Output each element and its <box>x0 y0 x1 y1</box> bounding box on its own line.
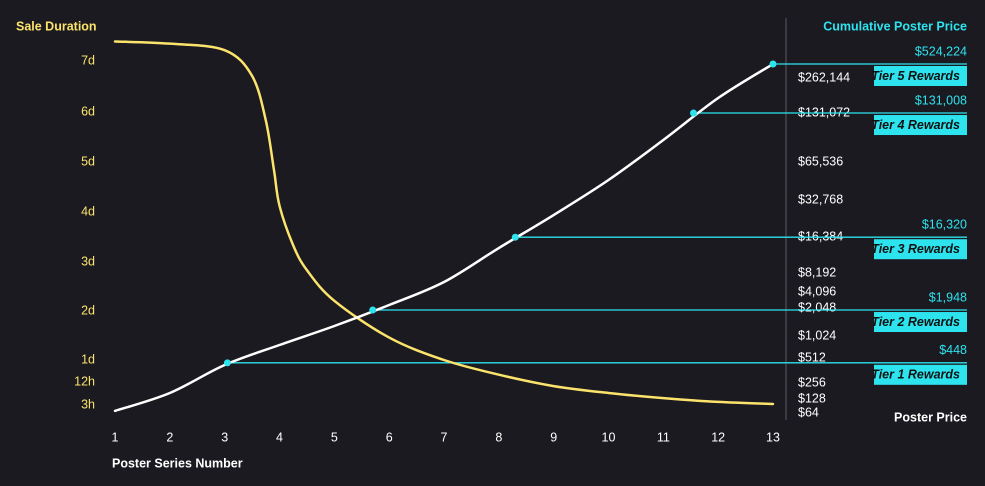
y2-tick-label: $128 <box>798 391 826 405</box>
tier-point <box>769 60 777 68</box>
x-tick-label: 7 <box>441 430 448 444</box>
y-tick-label: 7d <box>81 53 95 67</box>
tier-value-label: $448 <box>939 343 967 357</box>
tier-value-label: $524,224 <box>915 44 967 58</box>
tier-label: Tier 5 Rewards <box>871 69 960 83</box>
tier-point <box>511 233 519 241</box>
x-tick-label: 11 <box>657 430 670 444</box>
tier-box <box>874 312 967 333</box>
y2-tick-label: $65,536 <box>798 154 843 168</box>
x-tick-label: 5 <box>331 430 338 444</box>
x-tick-label: 13 <box>766 430 780 444</box>
y2-axis-title: Cumulative Poster Price <box>823 19 967 33</box>
y2-tick-label: $262,144 <box>798 70 850 84</box>
tier-label: Tier 3 Rewards <box>871 242 960 256</box>
y-axis-title: Sale Duration <box>16 19 97 33</box>
series-line <box>113 40 775 406</box>
y-tick-label: 1d <box>81 352 95 366</box>
x-axis-title: Poster Series Number <box>112 456 243 470</box>
x-tick-label: 10 <box>602 430 616 444</box>
y2-tick-label: $16,384 <box>798 229 843 243</box>
y-tick-label: 6d <box>81 104 95 118</box>
y-tick-label: 2d <box>81 303 95 317</box>
y2-tick-label: $131,072 <box>798 105 850 119</box>
tier-label: Tier 4 Rewards <box>871 118 960 132</box>
y-tick-label: 3d <box>81 254 95 268</box>
y2-tick-label: $8,192 <box>798 265 836 279</box>
tier-box <box>874 364 967 385</box>
tier-point <box>369 306 377 314</box>
x-tick-label: 3 <box>221 430 228 444</box>
y2-tick-label: $4,096 <box>798 284 836 298</box>
tier-box <box>874 66 967 87</box>
tier-value-label: $16,320 <box>922 218 967 232</box>
y-tick-label: 4d <box>81 204 95 218</box>
y2-unit-label: Poster Price <box>894 410 967 424</box>
y2-tick-label: $1,024 <box>798 328 836 342</box>
y2-tick-label: $256 <box>798 375 826 389</box>
y2-tick-label: $32,768 <box>798 192 843 206</box>
x-tick-label: 12 <box>711 430 725 444</box>
tier-label: Tier 2 Rewards <box>871 315 960 329</box>
tier-box <box>874 239 967 260</box>
y2-tick-label: $64 <box>798 405 819 419</box>
x-tick-label: 8 <box>495 430 502 444</box>
y-tick-label: 3h <box>81 397 95 411</box>
tier-point <box>689 109 697 117</box>
y-tick-label: 12h <box>74 374 95 388</box>
x-tick-label: 9 <box>550 430 557 444</box>
tier-label: Tier 1 Rewards <box>871 368 960 382</box>
y-tick-label: 5d <box>81 154 95 168</box>
tier-value-label: $131,008 <box>915 93 967 107</box>
x-tick-label: 4 <box>276 430 283 444</box>
tier-value-label: $1,948 <box>929 290 967 304</box>
tier-point <box>223 359 231 367</box>
x-tick-label: 1 <box>112 430 119 444</box>
y2-tick-label: $2,048 <box>798 300 836 314</box>
tier-box <box>874 115 967 136</box>
y2-tick-label: $512 <box>798 350 826 364</box>
x-tick-label: 2 <box>166 430 173 444</box>
x-tick-label: 6 <box>386 430 393 444</box>
